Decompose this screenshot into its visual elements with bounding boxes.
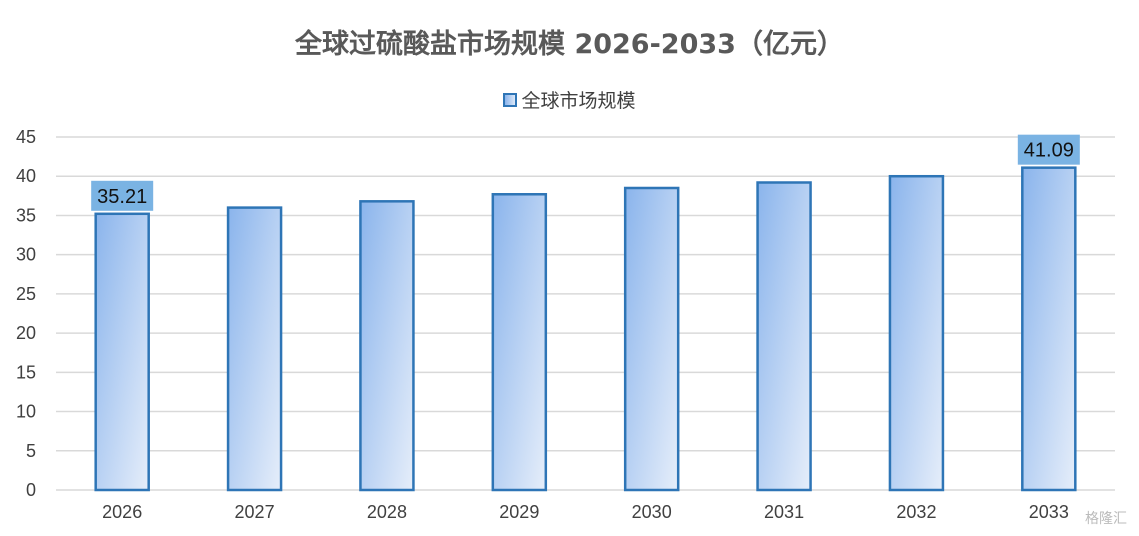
y-tick-label: 25	[16, 284, 36, 304]
y-tick-label: 35	[16, 205, 36, 225]
y-tick-label: 20	[16, 323, 36, 343]
legend-swatch	[503, 92, 518, 107]
x-tick-label: 2030	[632, 502, 672, 522]
x-tick-label: 2031	[764, 502, 804, 522]
data-label: 41.09	[1024, 140, 1074, 162]
chart-title: 全球过硫酸盐市场规模 2026-2033（亿元）	[295, 29, 844, 60]
legend: 全球市场规模	[0, 86, 1139, 113]
legend-label: 全球市场规模	[521, 90, 636, 112]
y-tick-label: 30	[16, 245, 36, 265]
y-tick-label: 15	[16, 362, 36, 382]
data-label-background	[1017, 134, 1080, 165]
x-axis-tick-labels: 2026 2027 2028 2029 2030 2031 2032 2033	[102, 502, 1069, 522]
x-tick-label: 2028	[367, 502, 407, 522]
bar	[491, 193, 548, 492]
bar	[1021, 166, 1077, 492]
x-tick-label: 2027	[235, 502, 275, 522]
data-label-background	[91, 180, 154, 211]
x-tick-label: 2026	[102, 502, 142, 522]
bar	[888, 174, 945, 492]
x-tick-label: 2033	[1029, 502, 1069, 522]
bars	[94, 166, 1077, 492]
bar	[756, 181, 812, 492]
y-axis-tick-labels: 0 5 10 15 20 25 30 35 40 45	[16, 127, 36, 500]
y-tick-label: 10	[16, 402, 36, 422]
data-labels: 35.21 41.09	[91, 134, 1080, 211]
x-tick-label: 2032	[896, 502, 936, 522]
bar	[359, 200, 415, 492]
gridlines	[56, 136, 1115, 491]
data-label: 35.21	[97, 186, 147, 208]
y-tick-label: 45	[16, 127, 36, 147]
y-tick-label: 0	[26, 480, 36, 500]
bar	[623, 186, 680, 492]
x-tick-label: 2029	[499, 502, 539, 522]
y-tick-label: 40	[16, 166, 36, 186]
y-tick-label: 5	[26, 441, 36, 461]
bar	[226, 206, 283, 492]
bar	[94, 212, 150, 492]
watermark-text: 格隆汇	[1085, 511, 1127, 527]
